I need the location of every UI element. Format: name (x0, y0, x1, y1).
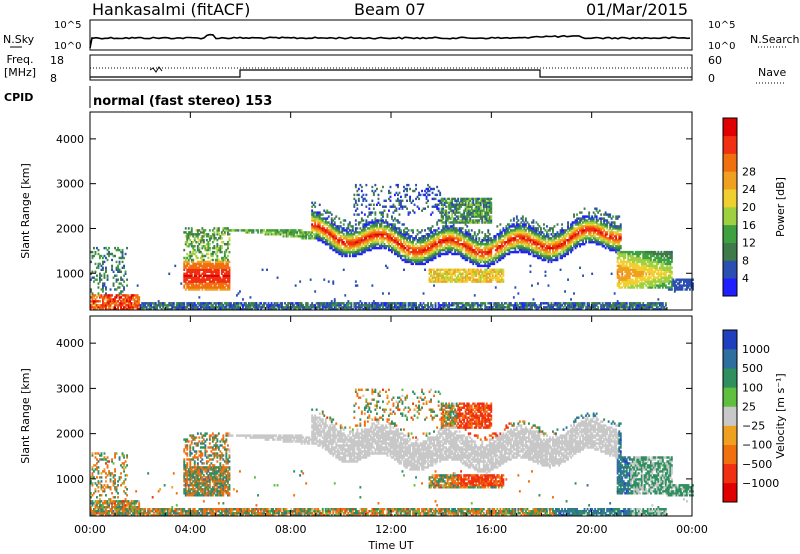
panel-frame (89, 111, 693, 311)
x-tick-label: 12:00 (375, 523, 407, 536)
colorbar-frame (722, 329, 738, 503)
colorbar-cell (723, 207, 737, 226)
colorbar-tick: −1000 (742, 477, 779, 490)
colorbar-cell (723, 368, 737, 388)
colorbar-tick: 24 (742, 183, 756, 196)
colorbar-label: Power [dB] (774, 177, 787, 237)
y-axis-label: Slant Range [km] (19, 368, 32, 464)
y-tick-label: 2000 (56, 428, 84, 441)
y-tick-label: 3000 (56, 382, 84, 395)
beam-title: Beam 07 (354, 0, 426, 19)
x-axis-label: Time UT (367, 539, 413, 552)
colorbar-cell (723, 153, 737, 172)
y-tick-label: 3000 (56, 178, 84, 191)
sky-tick-top: 10^5 (54, 20, 81, 31)
freq-trace (90, 69, 692, 78)
nave-label: Nave (758, 66, 786, 79)
x-tick-label: 08:00 (275, 523, 307, 536)
colorbar-frame (722, 117, 738, 297)
station-title: Hankasalmi (fitACF) (92, 0, 251, 19)
colorbar-tick: 20 (742, 201, 756, 214)
colorbar-tick: 8 (742, 254, 749, 267)
nave-tick-bottom: 0 (708, 72, 715, 85)
colorbar-tick: 28 (742, 165, 756, 178)
cpid-label: CPID (4, 91, 33, 104)
colorbar-cell (723, 135, 737, 154)
y-tick-label: 2000 (56, 222, 84, 235)
y-tick-label: 1000 (56, 473, 84, 486)
date-title: 01/Mar/2015 (586, 0, 689, 19)
colorbar-tick: 1000 (742, 343, 770, 356)
colorbar-cell (723, 444, 737, 465)
freq-tick-bottom: 8 (50, 72, 57, 85)
summary-strips: N.Sky N.Search 10^5 10^0 10^5 10^0 Freq.[MHz] 1… (3, 19, 800, 109)
velocity-cells (90, 388, 694, 517)
colorbar-cell (723, 171, 737, 190)
x-tick-label: 00:00 (74, 523, 106, 536)
nsearch-label: N.Search (750, 33, 800, 46)
colorbar-cell (723, 425, 737, 445)
colorbar-tick: 16 (742, 219, 756, 232)
x-tick-label: 16:00 (475, 523, 507, 536)
velocity-panel: 1000 2000 3000 4000 Slant Range [km] 00:00 04:… (19, 315, 787, 552)
y-tick-label: 4000 (56, 133, 84, 146)
freq-tick-top: 18 (50, 54, 64, 67)
colorbar-cell (723, 330, 737, 350)
nave-tick-top: 60 (708, 54, 722, 67)
data-panels: 1000 2000 3000 4000 Slant Range [km] 4 8 12 16 20… (19, 111, 787, 552)
colorbar-cell (723, 482, 737, 503)
cpid-text: normal (fast stereo) 153 (93, 94, 272, 109)
x-tick-label: 00:00 (676, 523, 708, 536)
y-axis-label: Slant Range [km] (19, 163, 32, 259)
freq-label-2: [MHz] (4, 66, 36, 79)
search-tick-bottom: 10^0 (708, 41, 735, 52)
freq-blip (149, 66, 163, 73)
colorbar-tick: 100 (742, 381, 763, 394)
colorbar-tick: 4 (742, 272, 749, 285)
power-panel: 1000 2000 3000 4000 Slant Range [km] 4 8 12 16 20… (19, 111, 787, 311)
colorbar-cell (723, 349, 737, 369)
freq-label-1: Freq. (6, 53, 33, 66)
colorbar-cell (723, 278, 737, 297)
y-tick-label: 1000 (56, 267, 84, 280)
sky-tick-bottom: 10^0 (54, 41, 81, 52)
x-tick-label: 04:00 (174, 523, 206, 536)
nsky-label: N.Sky (3, 33, 35, 46)
colorbar-tick: −500 (742, 458, 772, 471)
panel-frame (89, 315, 693, 517)
y-tick-label: 4000 (56, 337, 84, 350)
colorbar-cell (723, 224, 737, 243)
nsky-trace (89, 33, 691, 49)
noise-strip-frame (89, 19, 693, 51)
colorbar-tick: 500 (742, 362, 763, 375)
colorbar-cell (723, 387, 737, 407)
power-cells (90, 183, 694, 311)
search-tick-top: 10^5 (708, 20, 735, 31)
colorbar-cell (723, 406, 737, 426)
colorbar-cell (723, 118, 737, 137)
colorbar-tick: 12 (742, 237, 756, 250)
colorbar-tick: −100 (742, 439, 772, 452)
colorbar-label: Velocity [m s⁻¹] (774, 373, 787, 458)
colorbar-cell (723, 189, 737, 208)
colorbar-tick: −25 (742, 420, 765, 433)
colorbar-cell (723, 242, 737, 261)
x-tick-label: 20:00 (576, 523, 608, 536)
colorbar-cell (723, 260, 737, 279)
colorbar-tick: 25 (742, 400, 756, 413)
colorbar-cell (723, 463, 737, 484)
